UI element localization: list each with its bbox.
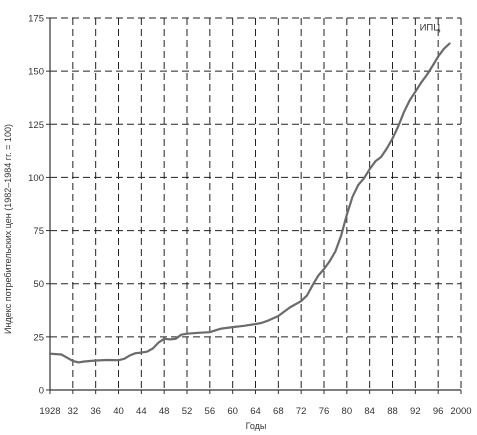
x-tick-label: 60 (227, 406, 238, 417)
y-tick-label: 75 (33, 226, 44, 237)
x-tick-label: 1928 (39, 406, 60, 417)
x-tick-label: 48 (159, 406, 170, 417)
x-tick-label: 92 (410, 406, 421, 417)
x-tick-label: 96 (433, 406, 444, 417)
y-axis-title: Индекс потребительских цен (1982–1984 гг… (3, 124, 13, 334)
cpi-series-line (48, 42, 451, 364)
y-tick-label: 25 (33, 332, 44, 343)
x-tick-label: 88 (387, 406, 398, 417)
y-tick-label: 0 (39, 386, 44, 397)
x-tick-label: 76 (319, 406, 330, 417)
axes (46, 17, 462, 394)
grid (50, 17, 462, 390)
series-label: ИПЦ (420, 23, 441, 34)
x-tick-label: 84 (364, 406, 375, 417)
x-tick-label: 32 (68, 406, 79, 417)
x-tick-label: 56 (205, 406, 216, 417)
x-tick-label: 68 (273, 406, 284, 417)
x-axis-title: Годы (246, 421, 267, 431)
x-tick-label: 2000 (450, 406, 471, 417)
series-layer: ИПЦ (48, 23, 451, 364)
x-tick-label: 44 (136, 406, 147, 417)
x-tick-label: 64 (250, 406, 261, 417)
y-tick-label: 100 (28, 173, 44, 184)
y-tick-label: 150 (28, 67, 44, 78)
x-tick-label: 36 (90, 406, 101, 417)
y-tick-label: 125 (28, 120, 44, 131)
x-tick-label: 52 (182, 406, 193, 417)
x-tick-label: 72 (296, 406, 307, 417)
x-tick-label: 40 (113, 406, 124, 417)
y-tick-label: 50 (33, 279, 44, 290)
y-tick-label: 175 (28, 14, 44, 25)
x-tick-label: 80 (342, 406, 353, 417)
tick-labels: 1928 32 36 40 44 48 52 56 60 64 68 72 76 80 84 88 92 96 20… (28, 14, 471, 418)
